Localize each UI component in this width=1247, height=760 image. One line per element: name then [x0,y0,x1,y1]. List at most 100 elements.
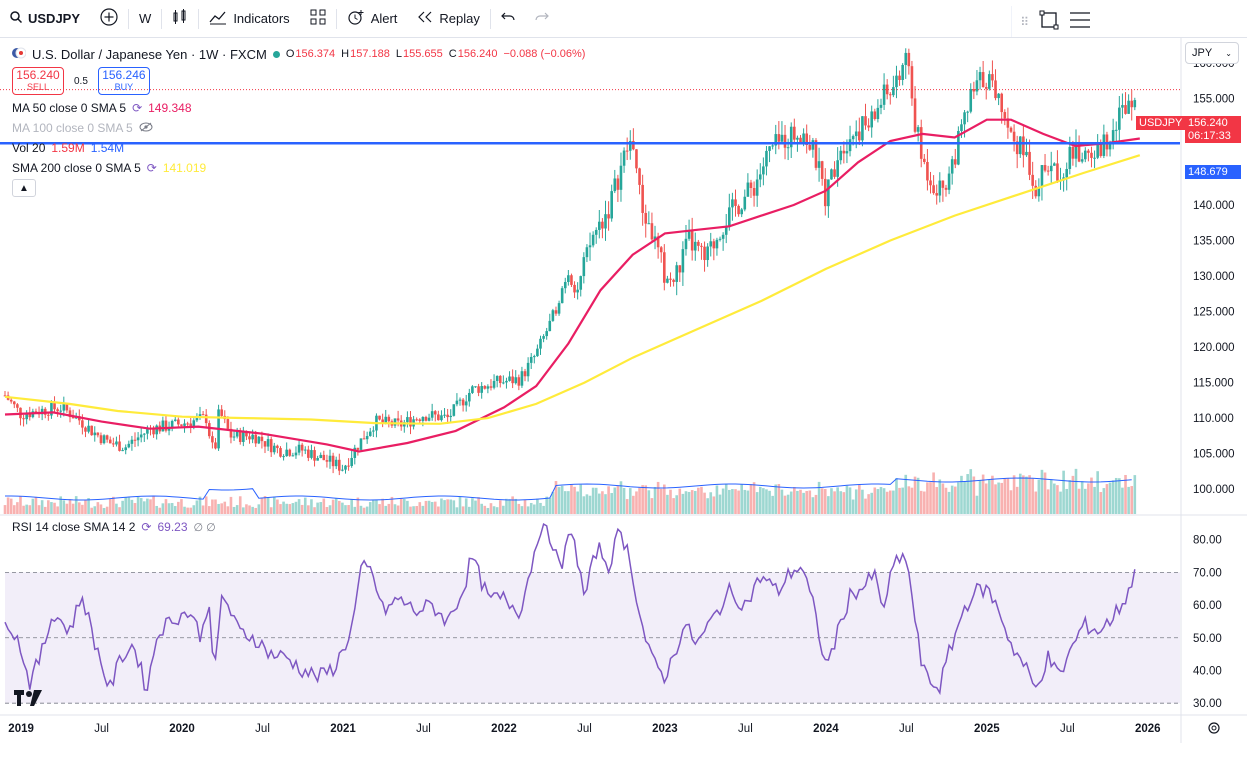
volume-legend[interactable]: Vol 20 1.59M 1.54M [12,138,585,158]
ma50-legend[interactable]: MA 50 close 0 SMA 5 ⟳ 149.348 [12,98,585,118]
candle-body [440,415,443,421]
candle-body [477,386,480,393]
sma200-legend[interactable]: SMA 200 close 0 SMA 5 ⟳ 141.019 [12,158,585,178]
interval-button[interactable]: W [129,0,161,38]
ma100-legend[interactable]: MA 100 close 0 SMA 5 [12,118,585,138]
volume-bar [913,476,917,514]
settings-icon[interactable] [1206,720,1222,736]
candle-body [167,428,171,431]
candle-body [684,238,688,250]
volume-bar [310,499,313,514]
rectangle-tool-icon[interactable] [1039,10,1059,33]
candle-body [994,80,997,99]
volume-bar [118,507,121,514]
volume-bar [870,492,874,514]
toolbar-divider [489,8,491,29]
candle-body [334,459,338,467]
price-tick-label: 120.000 [1193,342,1235,354]
candle-body [981,72,985,88]
volume-bar [749,484,753,514]
candle-body [836,160,839,177]
volume-bar [669,489,672,514]
volume-bar [1074,468,1078,514]
candle-body [545,331,548,337]
candle-body [362,438,366,440]
undo-button[interactable] [491,0,525,38]
volume-bar [1003,478,1007,514]
candle-body [269,439,273,453]
volume-bar [548,498,552,514]
candle-body [932,185,935,194]
candle-body [892,87,895,96]
sync-icon[interactable]: ⟳ [141,520,152,534]
volume-bar [697,487,700,514]
candle-body [879,104,883,108]
indicators-button[interactable]: Indicators [199,0,299,38]
chart-canvas[interactable]: 100.000 105.000 110.000 115.000 120.000 125.0… [0,38,1247,760]
lines-tool-icon[interactable] [1069,10,1091,33]
candle-body [310,450,313,458]
sync-icon[interactable]: ⟳ [132,101,143,115]
volume-bar [328,505,332,514]
candle-body [288,449,292,456]
candle-body [672,279,675,282]
candle-body [755,179,759,196]
buy-button[interactable]: 156.246 BUY [97,67,150,95]
alert-button[interactable]: Alert [337,0,408,38]
sync-icon[interactable]: ⟳ [146,161,157,175]
volume-bar [81,504,84,514]
candle-body [161,420,165,432]
volume-bar [1049,479,1053,514]
volume-bar [297,499,301,514]
volume-bar [480,503,483,514]
volume-bar [12,505,16,514]
candle-body [916,127,920,132]
volume-bar [1105,484,1109,514]
candle-body [204,414,208,424]
sell-button[interactable]: 156.240 SELL [12,67,64,95]
candle-body [901,64,904,81]
candle-body [90,425,93,436]
collapse-legend-button[interactable]: ▲ [12,179,36,197]
candle-body [359,438,363,450]
volume-bar [632,495,635,514]
candle-body [133,439,137,441]
currency-select[interactable]: JPY ⌄ [1185,42,1239,64]
volume-bar [294,501,298,514]
compare-button[interactable] [90,0,128,38]
candle-body [616,178,620,190]
candle-body [598,221,601,230]
replay-button[interactable]: Replay [407,0,489,38]
candle-body [703,246,706,261]
price-tick-label: 155.000 [1193,93,1235,105]
volume-bar [536,498,539,514]
volume-bar [684,491,688,514]
drag-handle-icon[interactable]: ⠿ [1020,14,1029,29]
volume-bar [879,487,883,514]
candle-body [1080,159,1084,162]
symbol-search[interactable]: USDJPY [0,0,90,38]
redo-button[interactable] [525,0,559,38]
candle-body [319,454,323,459]
candle-body [610,191,613,219]
candle-body [539,338,542,349]
layouts-button[interactable] [300,0,336,38]
candle-body [350,457,353,466]
volume-bar [368,502,372,514]
eye-hidden-icon[interactable] [139,121,153,135]
rsi-legend[interactable]: RSI 14 close SMA 14 2 ⟳ 69.23 ∅ ∅ [12,520,216,534]
buy-price: 156.246 [102,68,146,82]
chart-type-button[interactable] [162,0,198,38]
volume-bar [105,506,109,514]
volume-bar [737,490,740,514]
volume-bar [854,489,858,514]
candle-body [81,420,84,428]
candle-body [1118,107,1121,130]
volume-bar [755,492,759,514]
legend-collapse-row: ▲ [12,178,585,198]
candle-body [1022,136,1025,156]
candle-body [882,84,886,105]
volume-bar [1031,478,1034,514]
volume-bar [161,503,165,514]
volume-bar [146,498,149,514]
